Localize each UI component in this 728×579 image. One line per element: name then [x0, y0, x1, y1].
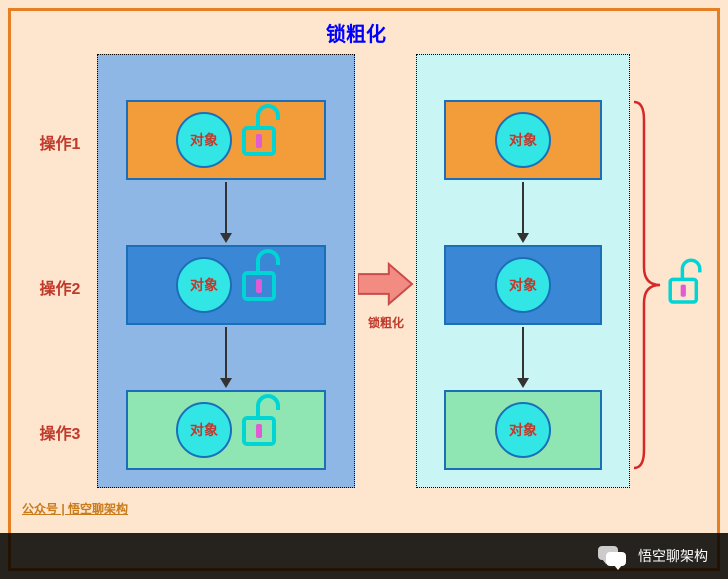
right-object-circle-2: 对象 — [495, 257, 551, 313]
left-object-circle-1: 对象 — [176, 112, 232, 168]
operation-label-2: 操作2 — [30, 275, 90, 299]
left-object-circle-2: 对象 — [176, 257, 232, 313]
left-lock-icon-3 — [238, 394, 284, 448]
transform-arrow — [358, 262, 414, 306]
operation-label-1: 操作1 — [30, 130, 90, 154]
diagram-canvas: 锁粗化 操作1操作2操作3 对象对象对象 锁粗化 对象对象对象 公众号 | 悟空… — [0, 0, 728, 579]
left-object-circle-3: 对象 — [176, 402, 232, 458]
watermark-text: 悟空聊架构 — [638, 546, 708, 566]
left-lock-icon-1 — [238, 104, 284, 158]
right-arrow-down-1 — [517, 182, 529, 243]
right-lock-icon — [665, 258, 705, 306]
diagram-title: 锁粗化 — [0, 18, 712, 47]
right-arrow-down-2 — [517, 327, 529, 388]
credit-link[interactable]: 公众号 | 悟空聊架构 — [22, 500, 128, 517]
operation-label-3: 操作3 — [30, 420, 90, 444]
right-object-circle-1: 对象 — [495, 112, 551, 168]
transform-arrow-label: 锁粗化 — [358, 314, 414, 331]
watermark-bar: 悟空聊架构 — [0, 533, 728, 579]
left-arrow-down-1 — [220, 182, 232, 243]
right-brace — [632, 100, 662, 470]
left-arrow-down-2 — [220, 327, 232, 388]
left-lock-icon-2 — [238, 249, 284, 303]
wechat-icon — [598, 542, 626, 570]
right-object-circle-3: 对象 — [495, 402, 551, 458]
